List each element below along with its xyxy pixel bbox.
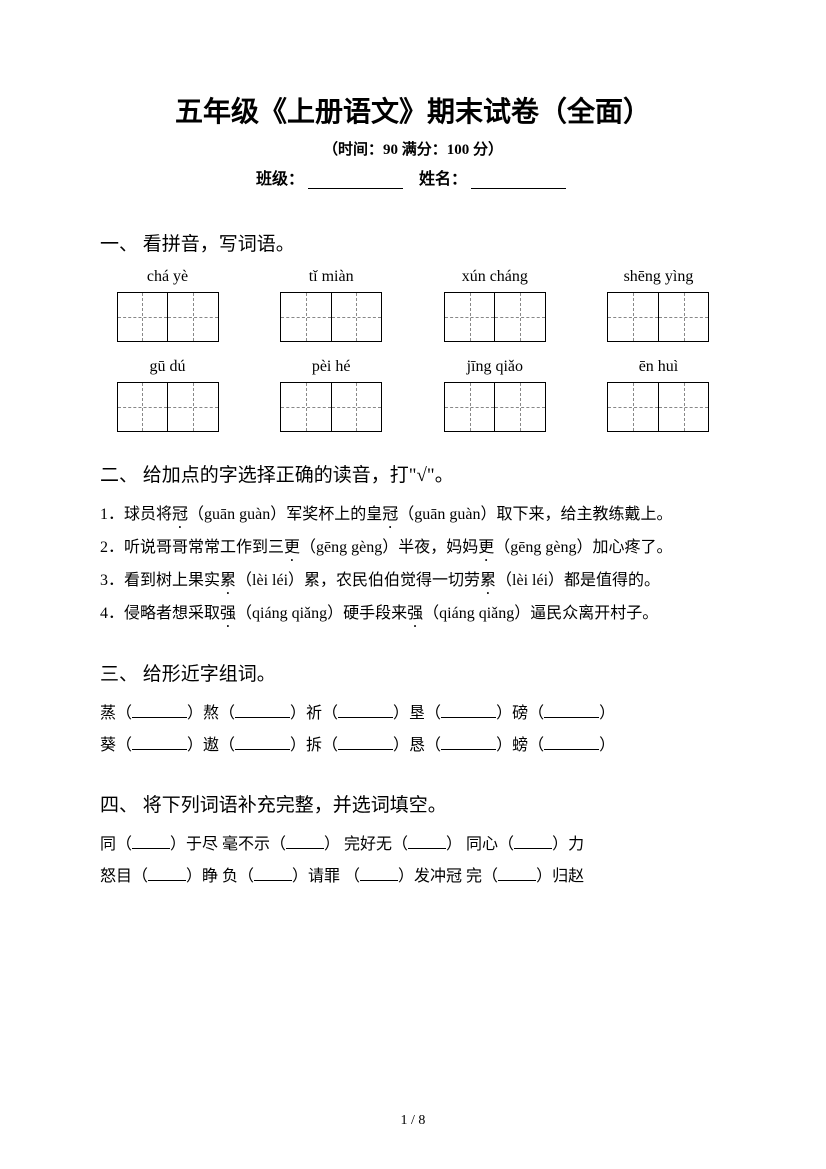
pinyin-block: xún cháng (427, 268, 562, 342)
pinyin-text: tǐ miàn (264, 268, 399, 286)
pinyin-text: ēn huì (591, 358, 726, 376)
class-label: 班级： (256, 171, 304, 188)
blank[interactable] (338, 703, 393, 718)
pinyin-block: jīng qiǎo (427, 358, 562, 432)
q2-1: 1．球员将冠（guān guàn）军奖杯上的皇冠（guān guàn）取下来，给… (100, 499, 726, 532)
page-number: 1 / 8 (0, 1113, 826, 1129)
section-2-heading: 二、 给加点的字选择正确的读音，打"√"。 (100, 460, 726, 487)
name-blank[interactable] (471, 172, 566, 189)
pinyin-row-1: chá yè tǐ miàn xún cháng shēng yìng (100, 268, 726, 342)
blank[interactable] (498, 866, 536, 881)
tianzige[interactable] (280, 382, 382, 432)
exam-title: 五年级《上册语文》期末试卷（全面） (100, 90, 726, 130)
blank[interactable] (132, 834, 170, 849)
s4-line1: 同（）于尽 毫不示（） 完好无（） 同心（）力 (100, 829, 726, 861)
blank[interactable] (514, 834, 552, 849)
blank[interactable] (286, 834, 324, 849)
blank[interactable] (408, 834, 446, 849)
exam-subtitle: （时间：90 满分：100 分） (100, 138, 726, 159)
blank[interactable] (254, 866, 292, 881)
tianzige[interactable] (607, 382, 709, 432)
blank[interactable] (338, 735, 393, 750)
q2-2: 2．听说哥哥常常工作到三更（gēng gèng）半夜，妈妈更（gēng gèng… (100, 532, 726, 565)
pinyin-text: jīng qiǎo (427, 358, 562, 376)
blank[interactable] (544, 703, 599, 718)
pinyin-block: ēn huì (591, 358, 726, 432)
blank[interactable] (544, 735, 599, 750)
blank[interactable] (235, 703, 290, 718)
info-line: 班级： 姓名： (100, 165, 726, 189)
blank[interactable] (441, 703, 496, 718)
pinyin-block: gū dú (100, 358, 235, 432)
tianzige[interactable] (117, 292, 219, 342)
tianzige[interactable] (280, 292, 382, 342)
pinyin-text: chá yè (100, 268, 235, 286)
section-3-heading: 三、 给形近字组词。 (100, 659, 726, 686)
section-4-heading: 四、 将下列词语补充完整，并选词填空。 (100, 790, 726, 817)
blank[interactable] (360, 866, 398, 881)
blank[interactable] (132, 735, 187, 750)
tianzige[interactable] (444, 292, 546, 342)
name-label: 姓名： (419, 171, 467, 188)
pinyin-text: shēng yìng (591, 268, 726, 286)
blank[interactable] (148, 866, 186, 881)
pinyin-text: xún cháng (427, 268, 562, 286)
pinyin-text: gū dú (100, 358, 235, 376)
pinyin-block: shēng yìng (591, 268, 726, 342)
tianzige[interactable] (444, 382, 546, 432)
blank[interactable] (441, 735, 496, 750)
pinyin-row-2: gū dú pèi hé jīng qiǎo ēn huì (100, 358, 726, 432)
s3-line2: 葵（）遨（）拆（）恳（）螃（） (100, 730, 726, 762)
pinyin-block: chá yè (100, 268, 235, 342)
tianzige[interactable] (607, 292, 709, 342)
pinyin-block: pèi hé (264, 358, 399, 432)
blank[interactable] (132, 703, 187, 718)
class-blank[interactable] (308, 172, 403, 189)
section-1-heading: 一、 看拼音，写词语。 (100, 229, 726, 256)
q2-4: 4．侵略者想采取强（qiáng qiǎng）硬手段来强（qiáng qiǎng）… (100, 598, 726, 631)
pinyin-text: pèi hé (264, 358, 399, 376)
s3-line1: 蒸（）熬（）祈（）垦（）磅（） (100, 698, 726, 730)
blank[interactable] (235, 735, 290, 750)
q2-3: 3．看到树上果实累（lèi léi）累，农民伯伯觉得一切劳累（lèi léi）都… (100, 565, 726, 598)
pinyin-block: tǐ miàn (264, 268, 399, 342)
tianzige[interactable] (117, 382, 219, 432)
s4-line2: 怒目（）睁 负（）请罪 （）发冲冠 完（）归赵 (100, 861, 726, 893)
